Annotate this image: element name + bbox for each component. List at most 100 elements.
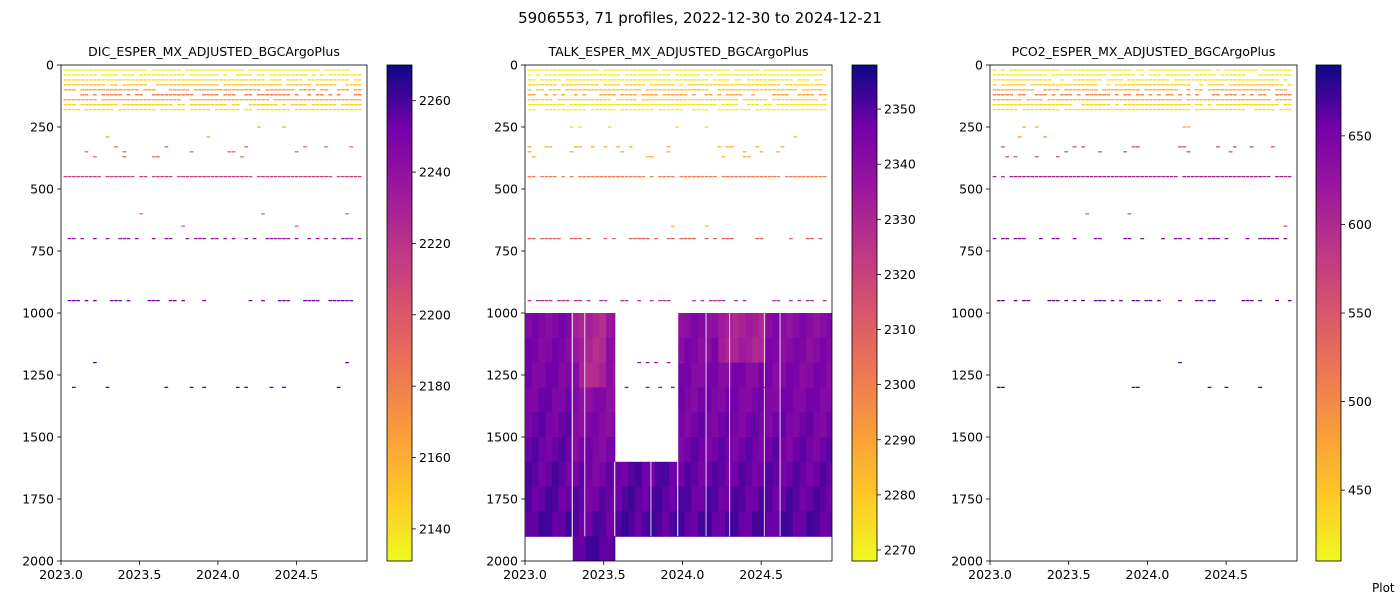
data-cell — [1258, 237, 1263, 240]
data-cell — [72, 103, 76, 106]
data-cell — [1131, 74, 1136, 76]
data-cell — [649, 108, 654, 111]
data-cell — [658, 99, 663, 101]
data-cell — [341, 89, 345, 91]
data-cell — [670, 79, 675, 81]
data-cell — [63, 74, 68, 76]
data-cell — [611, 74, 616, 76]
data-cell — [818, 89, 823, 91]
colorbar-tick-label: 600 — [1348, 217, 1372, 232]
data-cell — [1089, 89, 1094, 91]
data-cell — [1178, 146, 1182, 148]
data-cell — [1283, 103, 1288, 106]
deep-cell — [813, 337, 821, 364]
deep-cell — [731, 486, 740, 512]
data-cell — [1114, 74, 1119, 76]
deep-cell — [648, 486, 656, 512]
deep-cell — [579, 437, 587, 463]
data-cell — [1034, 74, 1039, 76]
data-cell — [265, 99, 270, 101]
data-cell — [603, 79, 608, 81]
data-cell — [1203, 108, 1208, 111]
data-cell — [789, 99, 793, 101]
data-cell — [1013, 237, 1018, 240]
data-cell — [628, 79, 633, 81]
data-cell — [202, 99, 207, 101]
data-cell — [805, 103, 810, 106]
data-cell — [611, 84, 616, 86]
data-cell — [1131, 175, 1136, 178]
data-cell — [214, 79, 219, 81]
data-cell — [527, 103, 532, 106]
data-cell — [700, 108, 705, 111]
data-cell — [696, 69, 701, 71]
data-cell — [1017, 84, 1022, 86]
data-cell — [767, 79, 772, 81]
deep-cell — [691, 461, 699, 488]
data-cell — [662, 175, 667, 178]
panels-group: DIC_ESPER_MX_ADJUSTED_BGCArgoPlus0250500… — [22, 44, 1372, 582]
deep-cell — [572, 337, 580, 364]
data-cell — [730, 94, 734, 96]
data-cell — [637, 175, 641, 178]
data-cell — [1140, 175, 1144, 178]
data-cell — [1178, 299, 1182, 302]
data-cell — [1270, 108, 1275, 111]
data-cell — [763, 89, 768, 91]
data-cell — [1114, 99, 1119, 101]
data-cell — [282, 99, 286, 101]
data-cell — [328, 99, 333, 101]
data-cell — [1034, 126, 1039, 128]
data-cell — [1110, 299, 1115, 302]
data-cell — [126, 94, 131, 96]
data-cell — [996, 99, 1001, 101]
data-cell — [1173, 74, 1178, 76]
data-cell — [776, 108, 781, 111]
data-cell — [1026, 299, 1031, 302]
data-cell — [578, 146, 582, 148]
data-cell — [189, 79, 194, 81]
data-cell — [1161, 99, 1166, 101]
data-cell — [1283, 79, 1288, 81]
deep-cell — [538, 362, 546, 388]
data-cell — [552, 79, 557, 81]
data-cell — [307, 79, 312, 81]
data-cell — [93, 108, 97, 111]
data-cell — [1228, 89, 1233, 91]
data-cell — [227, 69, 232, 71]
data-cell — [67, 99, 72, 101]
data-cell — [996, 79, 1001, 81]
data-cell — [704, 89, 709, 91]
data-cell — [286, 237, 291, 240]
deep-cell — [711, 412, 719, 438]
data-cell — [256, 103, 261, 106]
data-cell — [780, 79, 785, 81]
data-cell — [185, 69, 190, 71]
data-cell — [654, 84, 658, 86]
data-cell — [1055, 156, 1060, 158]
data-cell — [336, 299, 341, 302]
data-cell — [80, 79, 85, 81]
data-cell — [1085, 79, 1090, 81]
data-cell — [797, 175, 802, 178]
data-cell — [1043, 84, 1047, 86]
data-cell — [1081, 146, 1085, 148]
deep-cell — [752, 412, 760, 438]
data-cell — [93, 103, 97, 106]
data-cell — [1266, 99, 1271, 101]
data-cell — [231, 84, 236, 86]
data-cell — [1005, 84, 1009, 86]
data-cell — [633, 175, 637, 178]
data-cell — [1262, 237, 1267, 240]
data-cell — [67, 175, 72, 178]
data-cell — [1203, 79, 1208, 81]
deep-cell — [612, 362, 616, 388]
data-cell — [1258, 84, 1263, 86]
data-cell — [202, 175, 207, 178]
data-cell — [214, 69, 219, 71]
data-cell — [1009, 99, 1014, 101]
data-cell — [118, 175, 122, 178]
data-cell — [1135, 89, 1140, 91]
data-cell — [1114, 175, 1119, 178]
data-cell — [645, 103, 650, 106]
